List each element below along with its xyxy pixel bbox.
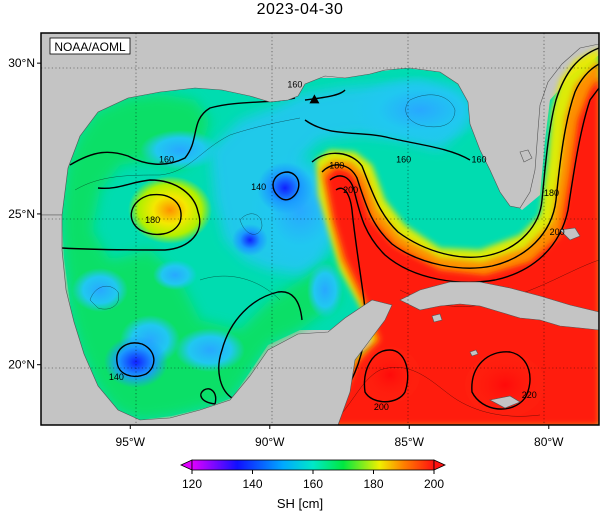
colorbar-high-arrow xyxy=(433,459,446,471)
contour-label: 180 xyxy=(329,161,344,171)
contour-label: 160 xyxy=(159,155,174,165)
contour-label: 180 xyxy=(544,188,559,198)
contour-label: 200 xyxy=(550,227,565,237)
contour-label: 200 xyxy=(343,185,358,195)
mexico-coast xyxy=(41,214,393,425)
x-tick-label: 90°W xyxy=(255,435,285,449)
contour-label: 200 xyxy=(374,402,389,412)
station-marker-triangle xyxy=(309,94,320,104)
isle-of-youth xyxy=(431,313,443,323)
y-tick-label: 25°N xyxy=(8,207,35,221)
x-tick-label: 95°W xyxy=(116,435,146,449)
contour-label: 160 xyxy=(287,79,302,89)
contour-label: 160 xyxy=(396,155,411,165)
graticule xyxy=(41,33,599,425)
x-tick-label: 85°W xyxy=(395,435,425,449)
colorbar-tick-label: 200 xyxy=(424,477,444,491)
colorbar-ramp xyxy=(191,459,435,471)
colorbar-label: SH [cm] xyxy=(276,496,324,511)
attribution-box: NOAA/AOML xyxy=(49,37,131,55)
bahamas-island xyxy=(559,227,581,241)
x-axis-ticks: 95°W 90°W 85°W 80°W xyxy=(116,425,564,449)
us-gulf-coast xyxy=(41,33,599,216)
colorbar-low-arrow xyxy=(180,459,193,471)
colorbar-ticks: 120 140 160 180 200 xyxy=(182,470,444,491)
colorbar-tick-label: 120 xyxy=(182,477,202,491)
y-tick-label: 30°N xyxy=(8,56,35,70)
contour-labels: 160 140 180 140 160 180 200 160 160 180 200 200 220 xyxy=(109,79,565,412)
cuba xyxy=(399,281,599,331)
land-masses xyxy=(41,33,599,425)
attribution-text: NOAA/AOML xyxy=(54,40,126,54)
contour-label: 220 xyxy=(522,390,537,400)
contour-label: 140 xyxy=(251,182,266,192)
jamaica xyxy=(489,395,521,409)
ocean-field xyxy=(62,34,599,425)
colorbar-tick-label: 180 xyxy=(363,477,383,491)
colorbar: 120 140 160 180 200 xyxy=(180,459,446,491)
map-frame xyxy=(40,32,600,426)
x-tick-label: 80°W xyxy=(534,435,564,449)
y-axis-ticks: 30°N 25°N 20°N xyxy=(8,56,41,372)
contour-label: 180 xyxy=(145,215,160,225)
contour-label: 140 xyxy=(109,372,124,382)
map-title: 2023-04-30 xyxy=(256,1,344,18)
y-tick-label: 20°N xyxy=(8,358,35,372)
colorbar-tick-label: 140 xyxy=(242,477,262,491)
dry-tortugas xyxy=(519,149,533,163)
colorbar-tick-label: 160 xyxy=(303,477,323,491)
grand-cayman xyxy=(469,349,479,357)
contour-label: 160 xyxy=(472,155,487,165)
